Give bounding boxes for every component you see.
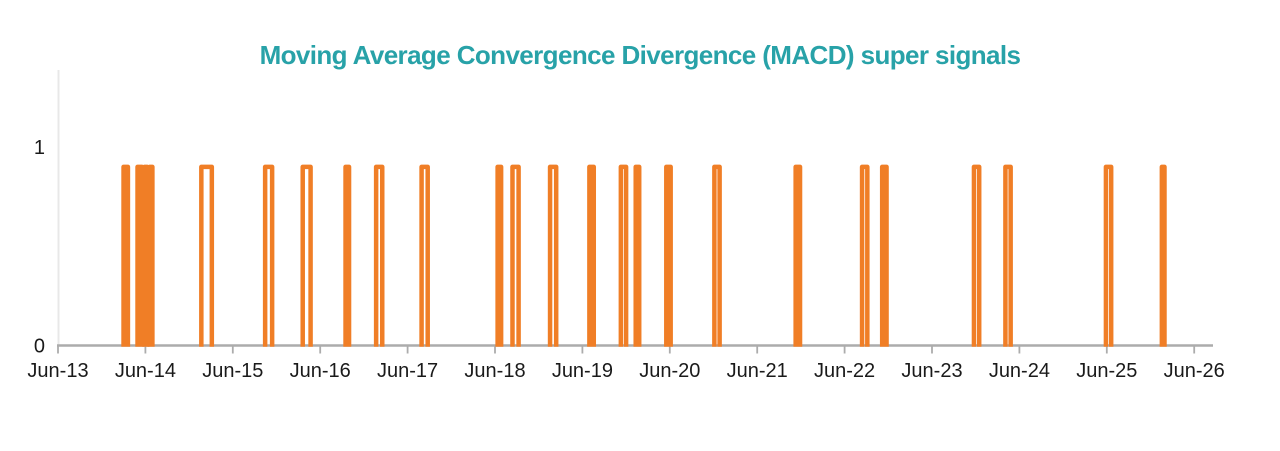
x-tick-label: Jun-23 [901,360,962,382]
signal-pulse [199,164,215,347]
signal-pulse [664,164,673,347]
signal-pulse [618,164,629,347]
signal-pulse [971,164,982,347]
signal-pulse [712,164,722,347]
chart-title: Moving Average Convergence Divergence (M… [259,40,1021,70]
x-tick-label: Jun-22 [814,360,875,382]
x-tick-label: Jun-13 [27,360,88,382]
signal-pulse [1159,164,1167,347]
signal-pulse [633,164,642,347]
signal-pulse [147,164,155,347]
x-tick-label: Jun-16 [290,360,351,382]
x-tick-label: Jun-20 [639,360,700,382]
x-tick-label: Jun-14 [115,360,176,382]
signal-pulse [300,164,313,347]
signal-pulse [879,164,889,347]
x-tick-label: Jun-21 [727,360,788,382]
x-tick-label: Jun-18 [464,360,525,382]
signal-pulse [793,164,803,347]
signal-pulse [587,164,597,347]
x-tick-label: Jun-25 [1076,360,1137,382]
signal-pulse [419,164,430,347]
signal-pulse [1003,164,1013,347]
signal-pulse [135,164,145,347]
x-tick-label: Jun-26 [1164,360,1225,382]
signal-pulse [142,164,150,347]
signal-pulse [373,164,385,347]
signal-pulse [121,164,131,347]
signal-pulse [495,164,504,347]
signal-pulse [1103,164,1114,347]
x-tick-label: Jun-24 [989,360,1050,382]
y-tick-label: 1 [34,137,45,159]
signal-pulse [343,164,352,347]
signal-pulse [547,164,559,347]
signal-pulse [262,164,275,347]
y-tick-label: 0 [34,336,45,358]
signal-pulse [859,164,870,347]
signal-pulse [510,164,521,347]
x-tick-label: Jun-19 [552,360,613,382]
x-tick-label: Jun-17 [377,360,438,382]
x-tick-label: Jun-15 [202,360,263,382]
